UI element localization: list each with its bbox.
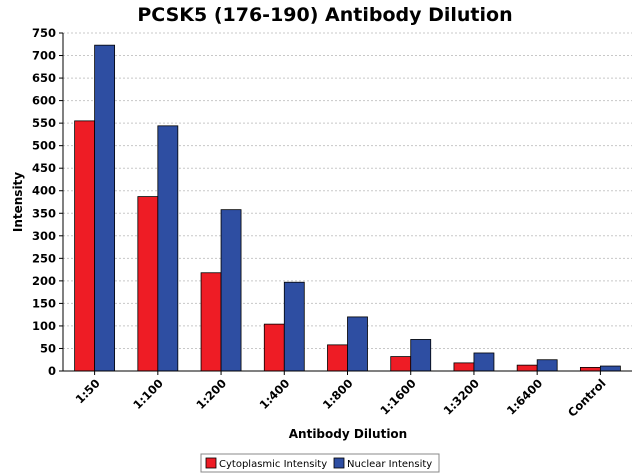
y-tick-label: 750 [32, 26, 56, 40]
y-tick-label: 100 [32, 319, 56, 333]
bar-cytoplasmic [137, 196, 159, 372]
y-tick-label: 50 [40, 341, 56, 355]
bar-nuclear [283, 281, 305, 372]
y-tick-label: 0 [48, 364, 56, 378]
y-tick-label: 600 [32, 94, 56, 108]
bar-cytoplasmic [453, 362, 475, 372]
legend-label-nuclear: Nuclear Intensity [347, 459, 432, 470]
y-tick-label: 250 [32, 251, 56, 265]
x-tick-label: 1:6400 [504, 376, 545, 417]
y-tick-label: 650 [32, 71, 56, 85]
legend: Cytoplasmic Intensity Nuclear Intensity [200, 453, 440, 473]
y-tick-label: 550 [32, 116, 56, 130]
x-tick-label: 1:400 [257, 376, 293, 412]
x-tick-label: 1:800 [320, 376, 356, 412]
bar-cytoplasmic [327, 344, 348, 372]
y-tick-label: 400 [32, 184, 56, 198]
y-tick-label: 200 [32, 274, 56, 288]
legend-swatch-nuclear [333, 457, 345, 469]
y-tick-label: 150 [32, 296, 56, 310]
y-tick-label: 450 [32, 161, 56, 175]
y-tick-label: 300 [32, 229, 56, 243]
y-tick-label: 500 [32, 139, 56, 153]
bar-cytoplasmic [579, 366, 601, 372]
x-tick-labels: 1:50 1:100 1:200 1:400 1:800 1:1600 1:3200 1:64… [73, 371, 609, 420]
y-tick-label: 700 [32, 49, 56, 63]
bar-nuclear [157, 125, 179, 372]
bar-nuclear [410, 339, 432, 372]
x-tick-label: 1:1600 [377, 376, 418, 417]
gridlines [63, 32, 632, 349]
x-tick-label: 1:3200 [441, 376, 482, 417]
x-axis-title: Antibody Dilution [289, 427, 407, 441]
bars [74, 44, 621, 372]
bar-cytoplasmic [200, 272, 222, 372]
x-tick-label: 1:100 [130, 376, 166, 412]
bar-cytoplasmic [516, 364, 538, 372]
y-axis-title: Intensity [11, 172, 25, 232]
bar-nuclear [599, 365, 621, 372]
x-tick-label: 1:50 [73, 376, 103, 406]
x-tick-label: 1:200 [193, 376, 229, 412]
bar-cytoplasmic [263, 323, 285, 372]
legend-swatch-cytoplasmic [205, 457, 217, 469]
bar-nuclear [220, 209, 242, 372]
y-tick-label: 350 [32, 206, 56, 220]
bar-cytoplasmic [390, 356, 412, 372]
chart-title: PCSK5 (176-190) Antibody Dilution [137, 4, 512, 26]
legend-box [200, 453, 440, 473]
bar-cytoplasmic [74, 120, 96, 372]
y-tick-labels: 0 50 100 150 200 250 300 350 400 450 500 550 600 650 7… [32, 26, 63, 378]
bar-nuclear [347, 316, 368, 372]
bar-nuclear [473, 352, 495, 372]
bar-nuclear [536, 359, 558, 372]
legend-label-cytoplasmic: Cytoplasmic Intensity [219, 459, 327, 470]
bar-nuclear [94, 44, 116, 372]
x-tick-label: Control [565, 376, 609, 420]
